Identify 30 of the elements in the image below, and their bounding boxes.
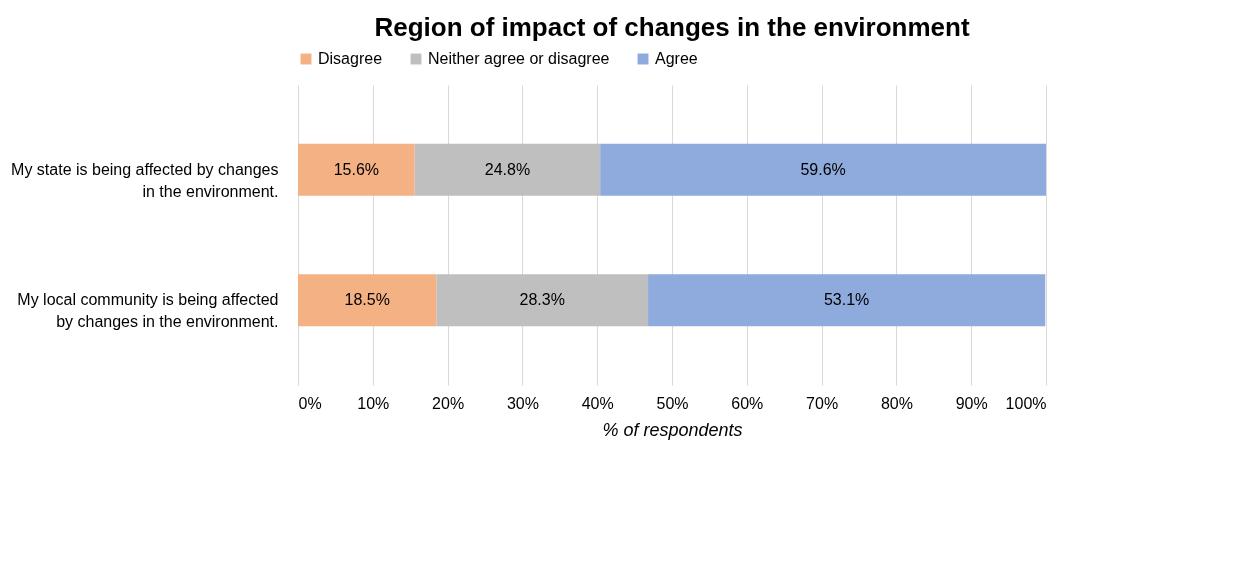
x-tick-label: 100% bbox=[1005, 394, 1047, 412]
bar bbox=[436, 274, 649, 327]
x-tick-label: 40% bbox=[581, 394, 614, 412]
data-label: 15.6% bbox=[333, 160, 380, 178]
legend-label: Neither agree or disagree bbox=[428, 50, 610, 67]
bar bbox=[298, 274, 437, 327]
data-label: 28.3% bbox=[519, 291, 565, 309]
bar bbox=[414, 143, 601, 196]
x-tick-label: 50% bbox=[656, 394, 689, 412]
x-tick-label: 0% bbox=[298, 394, 322, 412]
x-tick-label: 90% bbox=[955, 394, 988, 412]
x-tick-label: 60% bbox=[731, 394, 764, 412]
x-axis-title: % of respondents bbox=[602, 419, 743, 440]
data-label: 59.6% bbox=[800, 160, 846, 178]
x-tick-label: 80% bbox=[880, 394, 913, 412]
y-tick-label: My local community is being affected by changes in the environment. bbox=[17, 291, 279, 331]
data-label: 18.5% bbox=[344, 291, 390, 309]
bar bbox=[648, 274, 1046, 327]
x-tick-label: 20% bbox=[432, 394, 465, 412]
bar bbox=[298, 143, 415, 196]
data-label: 53.1% bbox=[823, 291, 870, 309]
y-tick-label: My state is being affected by changes in the environment. bbox=[11, 160, 279, 200]
x-tick-label: 70% bbox=[806, 394, 839, 412]
legend-label: Disagree bbox=[318, 50, 383, 67]
legend-label: Agree bbox=[655, 50, 698, 67]
chart-title: Region of impact of changes in the environment bbox=[374, 12, 970, 42]
data-label: 24.8% bbox=[484, 160, 531, 178]
x-tick-label: 10% bbox=[357, 394, 390, 412]
x-tick-label: 30% bbox=[506, 394, 539, 412]
bar bbox=[600, 143, 1046, 196]
